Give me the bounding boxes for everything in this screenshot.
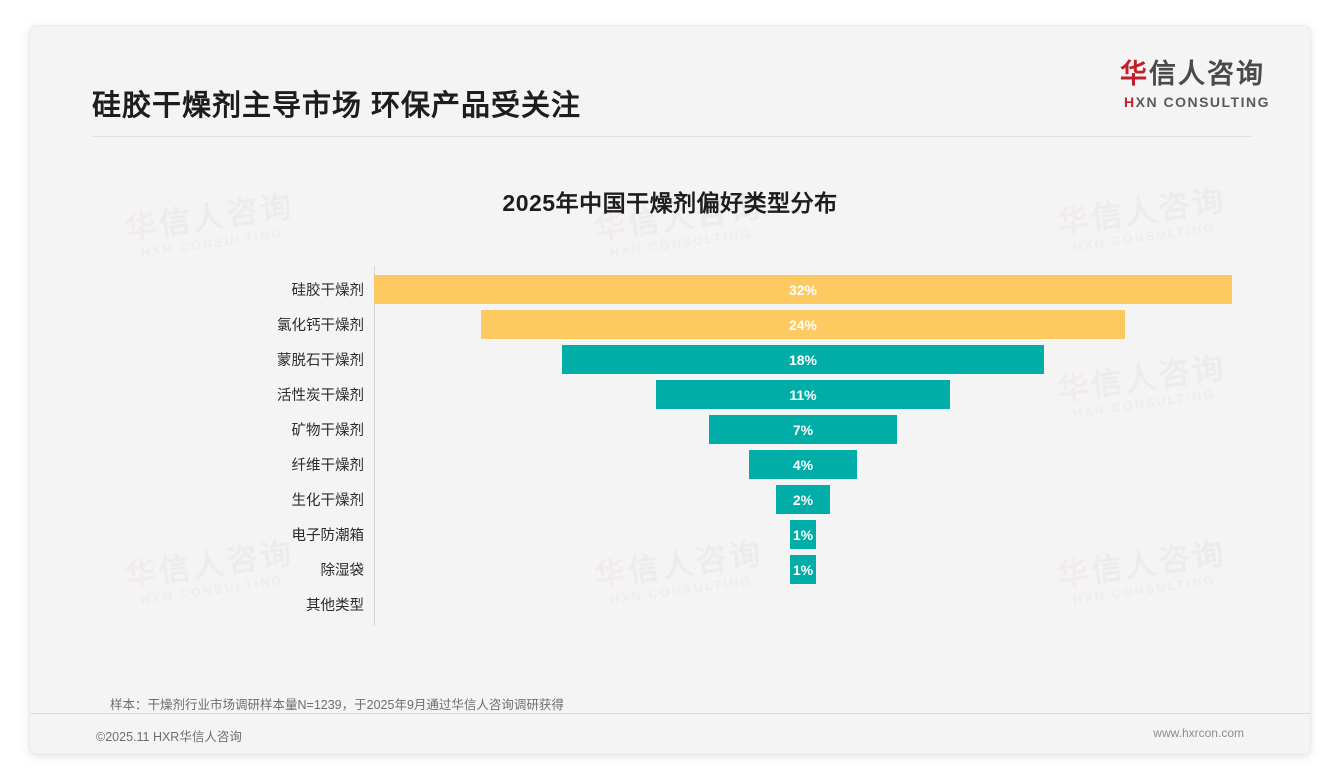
funnel-bar[interactable]: 18% bbox=[561, 345, 1045, 374]
brand-logo-en-rest: XN CONSULTING bbox=[1135, 93, 1270, 110]
funnel-bar[interactable]: 4% bbox=[749, 450, 857, 479]
bar-value-label: 7% bbox=[792, 421, 814, 438]
brand-logo-en: HXN CONSULTING bbox=[1124, 94, 1270, 110]
funnel-row: 其他类型 bbox=[102, 587, 1232, 622]
brand-logo-cn: 华信人咨询 bbox=[1120, 59, 1270, 90]
footer-website: www.hxrcon.com bbox=[1153, 726, 1244, 740]
funnel-row: 生化干燥剂 2% bbox=[102, 482, 1232, 517]
funnel-row: 蒙脱石干燥剂 18% bbox=[102, 342, 1232, 377]
funnel-row: 活性炭干燥剂 11% bbox=[102, 377, 1232, 412]
bar-track: 7% bbox=[374, 412, 1232, 447]
bar-value-label: 24% bbox=[788, 316, 818, 333]
bar-track: 4% bbox=[374, 447, 1232, 482]
bar-track: 1% bbox=[374, 517, 1232, 552]
brand-logo-cn-red: 华 bbox=[1120, 59, 1150, 89]
slide-card: 华信人咨询 HXN CONSULTING 华信人咨询 HXN CONSULTIN… bbox=[30, 26, 1310, 754]
bar-value-label: 11% bbox=[789, 386, 817, 403]
category-label: 硅胶干燥剂 bbox=[291, 283, 365, 299]
funnel-bar[interactable]: 11% bbox=[655, 380, 951, 409]
bar-track: 1% bbox=[374, 552, 1232, 587]
funnel-bar[interactable]: 2% bbox=[776, 485, 830, 514]
category-label: 除湿袋 bbox=[320, 563, 365, 579]
bar-value-label: 32% bbox=[788, 281, 818, 298]
bar-value-label: 18% bbox=[788, 351, 818, 368]
funnel-row: 硅胶干燥剂 32% bbox=[102, 272, 1232, 307]
funnel-row: 电子防潮箱 1% bbox=[102, 517, 1232, 552]
category-label: 氯化钙干燥剂 bbox=[277, 318, 364, 334]
bar-track: 11% bbox=[374, 377, 1232, 412]
category-label: 纤维干燥剂 bbox=[291, 458, 365, 474]
funnel-bar[interactable]: 7% bbox=[709, 415, 897, 444]
funnel-row: 矿物干燥剂 7% bbox=[102, 412, 1232, 447]
bar-track: 18% bbox=[374, 342, 1232, 377]
brand-logo-en-red: H bbox=[1124, 93, 1136, 110]
funnel-bar[interactable]: 1% bbox=[789, 555, 817, 584]
footer-divider bbox=[30, 713, 1310, 714]
funnel-chart-plot: 硅胶干燥剂 32% 氯化钙干燥剂 24% 蒙脱石干燥剂 18% 活性炭干燥剂 11% 矿物干燥剂… bbox=[102, 266, 1232, 626]
bar-track: 24% bbox=[374, 307, 1232, 342]
category-label: 电子防潮箱 bbox=[291, 528, 365, 544]
category-label: 其他类型 bbox=[306, 598, 364, 614]
chart-footnote: 样本：干燥剂行业市场调研样本量N=1239，于2025年9月通过华信人咨询调研获… bbox=[110, 698, 564, 712]
footer-copyright: ©2025.11 HXR华信人咨询 bbox=[96, 730, 242, 744]
funnel-bar[interactable]: 1% bbox=[789, 520, 817, 549]
funnel-bar[interactable]: 32% bbox=[374, 275, 1232, 304]
bar-value-label: 4% bbox=[792, 456, 814, 473]
funnel-row: 除湿袋 1% bbox=[102, 552, 1232, 587]
bar-track: 2% bbox=[374, 482, 1232, 517]
bar-value-label: 1% bbox=[792, 561, 814, 578]
bar-value-label: 1% bbox=[792, 526, 814, 543]
brand-logo: 华信人咨询 HXN CONSULTING bbox=[1120, 59, 1270, 110]
funnel-bar[interactable]: 24% bbox=[481, 310, 1125, 339]
chart-area: 2025年中国干燥剂偏好类型分布 硅胶干燥剂 32% 氯化钙干燥剂 24% 蒙脱石干燥剂… bbox=[30, 146, 1310, 656]
page-title: 硅胶干燥剂主导市场 环保产品受关注 bbox=[92, 90, 582, 122]
bar-track bbox=[374, 587, 1232, 622]
category-label: 生化干燥剂 bbox=[291, 493, 365, 509]
header-divider bbox=[92, 136, 1252, 137]
category-axis-line bbox=[374, 266, 375, 626]
category-label: 蒙脱石干燥剂 bbox=[277, 353, 364, 369]
category-label: 矿物干燥剂 bbox=[291, 423, 365, 439]
bar-value-label: 2% bbox=[792, 491, 814, 508]
brand-logo-cn-rest: 信人咨询 bbox=[1149, 59, 1266, 89]
funnel-row: 纤维干燥剂 4% bbox=[102, 447, 1232, 482]
category-label: 活性炭干燥剂 bbox=[277, 388, 364, 404]
chart-title: 2025年中国干燥剂偏好类型分布 bbox=[502, 190, 838, 216]
bar-track: 32% bbox=[374, 272, 1232, 307]
slide-header: 硅胶干燥剂主导市场 环保产品受关注 bbox=[30, 26, 1310, 137]
funnel-row: 氯化钙干燥剂 24% bbox=[102, 307, 1232, 342]
